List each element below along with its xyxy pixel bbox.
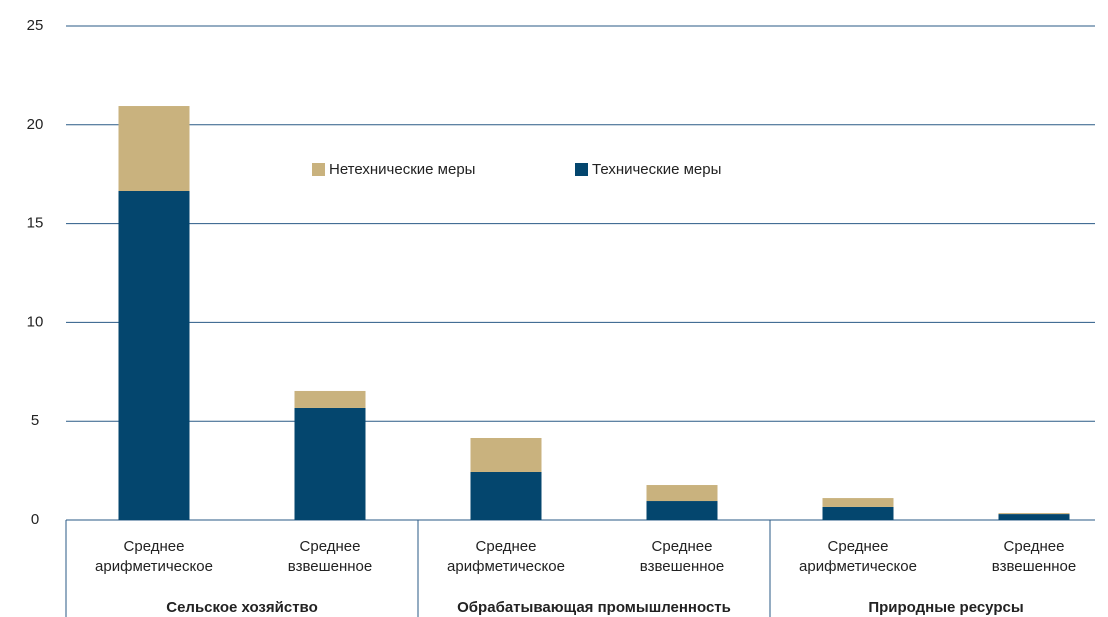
legend-swatch — [575, 163, 588, 176]
x-tick-line: Среднее — [476, 538, 537, 555]
bar-segment — [998, 514, 1070, 520]
group-label: Природные ресурсы — [868, 599, 1023, 616]
bar-segment — [646, 485, 718, 502]
bar-segment — [822, 498, 894, 507]
bar-segment — [470, 437, 542, 472]
x-tick-label: Среднее взвешенное — [288, 538, 372, 575]
x-tick-line: Среднее — [300, 538, 361, 555]
y-tick-label: 25 — [27, 17, 44, 34]
legend-label: Технические меры — [592, 161, 721, 178]
bar-segment — [294, 407, 366, 520]
bar-segment — [118, 106, 190, 191]
bar-segment — [470, 471, 542, 520]
x-tick-line: арифметическое — [799, 558, 917, 575]
x-tick-line: арифметическое — [447, 558, 565, 575]
group-label: Обрабатывающая промышленность — [457, 599, 731, 616]
bar-segment — [646, 501, 718, 520]
x-tick-line: Среднее — [124, 538, 185, 555]
x-tick-line: Среднее — [652, 538, 713, 555]
y-tick-label: 5 — [31, 412, 39, 429]
y-tick-label: 15 — [27, 215, 44, 232]
group-label: Сельское хозяйство — [166, 599, 318, 616]
bar-segment — [118, 190, 190, 520]
x-tick-label: Среднее арифметическое — [447, 538, 565, 575]
x-tick-label: Среднее взвешенное — [640, 538, 724, 575]
x-tick-line: арифметическое — [95, 558, 213, 575]
x-tick-line: Среднее — [828, 538, 889, 555]
bar-segment — [822, 506, 894, 520]
x-tick-label: Среднее взвешенное — [992, 538, 1076, 575]
y-tick-label: 20 — [27, 116, 44, 133]
legend-label: Нетехнические меры — [329, 161, 475, 178]
x-tick-label: Среднее арифметическое — [799, 538, 917, 575]
x-tick-line: взвешенное — [640, 558, 724, 575]
bar-segment — [998, 513, 1070, 515]
legend-swatch — [312, 163, 325, 176]
x-tick-line: взвешенное — [992, 558, 1076, 575]
y-tick-label: 10 — [27, 313, 44, 330]
x-tick-line: Среднее — [1004, 538, 1065, 555]
y-tick-label: 0 — [31, 511, 39, 528]
x-tick-line: взвешенное — [288, 558, 372, 575]
bar-segment — [294, 390, 366, 408]
x-tick-label: Среднее арифметическое — [95, 538, 213, 575]
